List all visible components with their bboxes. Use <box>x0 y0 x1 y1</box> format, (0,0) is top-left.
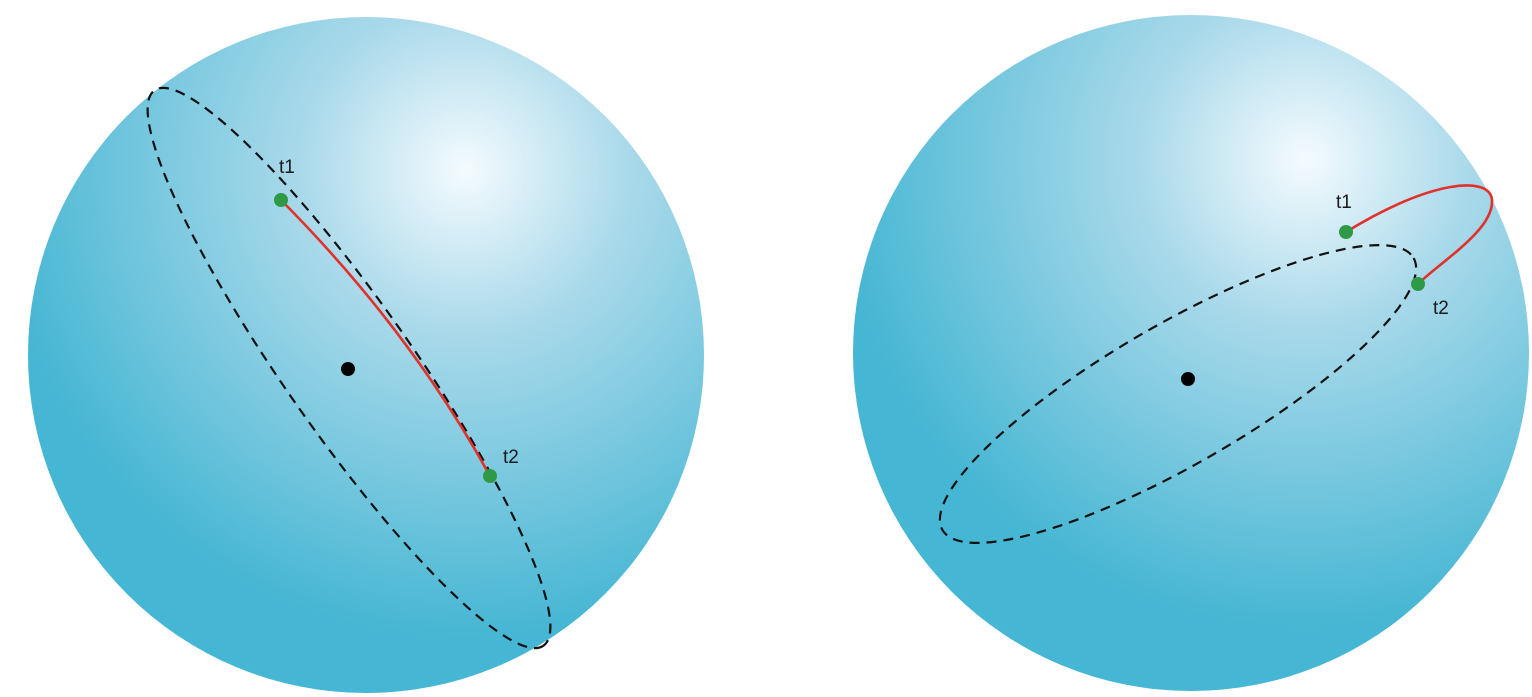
right-label-t1: t1 <box>1336 192 1352 213</box>
right-sphere-panel: t1 t2 <box>853 15 1529 691</box>
right-geodesic-arc <box>1344 184 1494 286</box>
right-center-dot <box>1181 372 1195 386</box>
left-great-circle <box>146 86 552 650</box>
left-point-t1 <box>274 193 288 207</box>
left-label-t1: t1 <box>279 157 295 178</box>
right-point-t1 <box>1339 225 1353 239</box>
left-label-t2: t2 <box>503 447 519 468</box>
left-sphere-panel: t1 t2 <box>28 17 704 693</box>
right-label-t2: t2 <box>1433 298 1449 319</box>
right-sphere <box>853 15 1529 691</box>
left-sphere <box>28 17 704 693</box>
left-center-dot <box>341 362 355 376</box>
left-geodesic-arc <box>279 198 492 478</box>
right-point-t2 <box>1411 277 1425 291</box>
left-point-t2 <box>483 469 497 483</box>
right-great-circle <box>938 244 1418 544</box>
